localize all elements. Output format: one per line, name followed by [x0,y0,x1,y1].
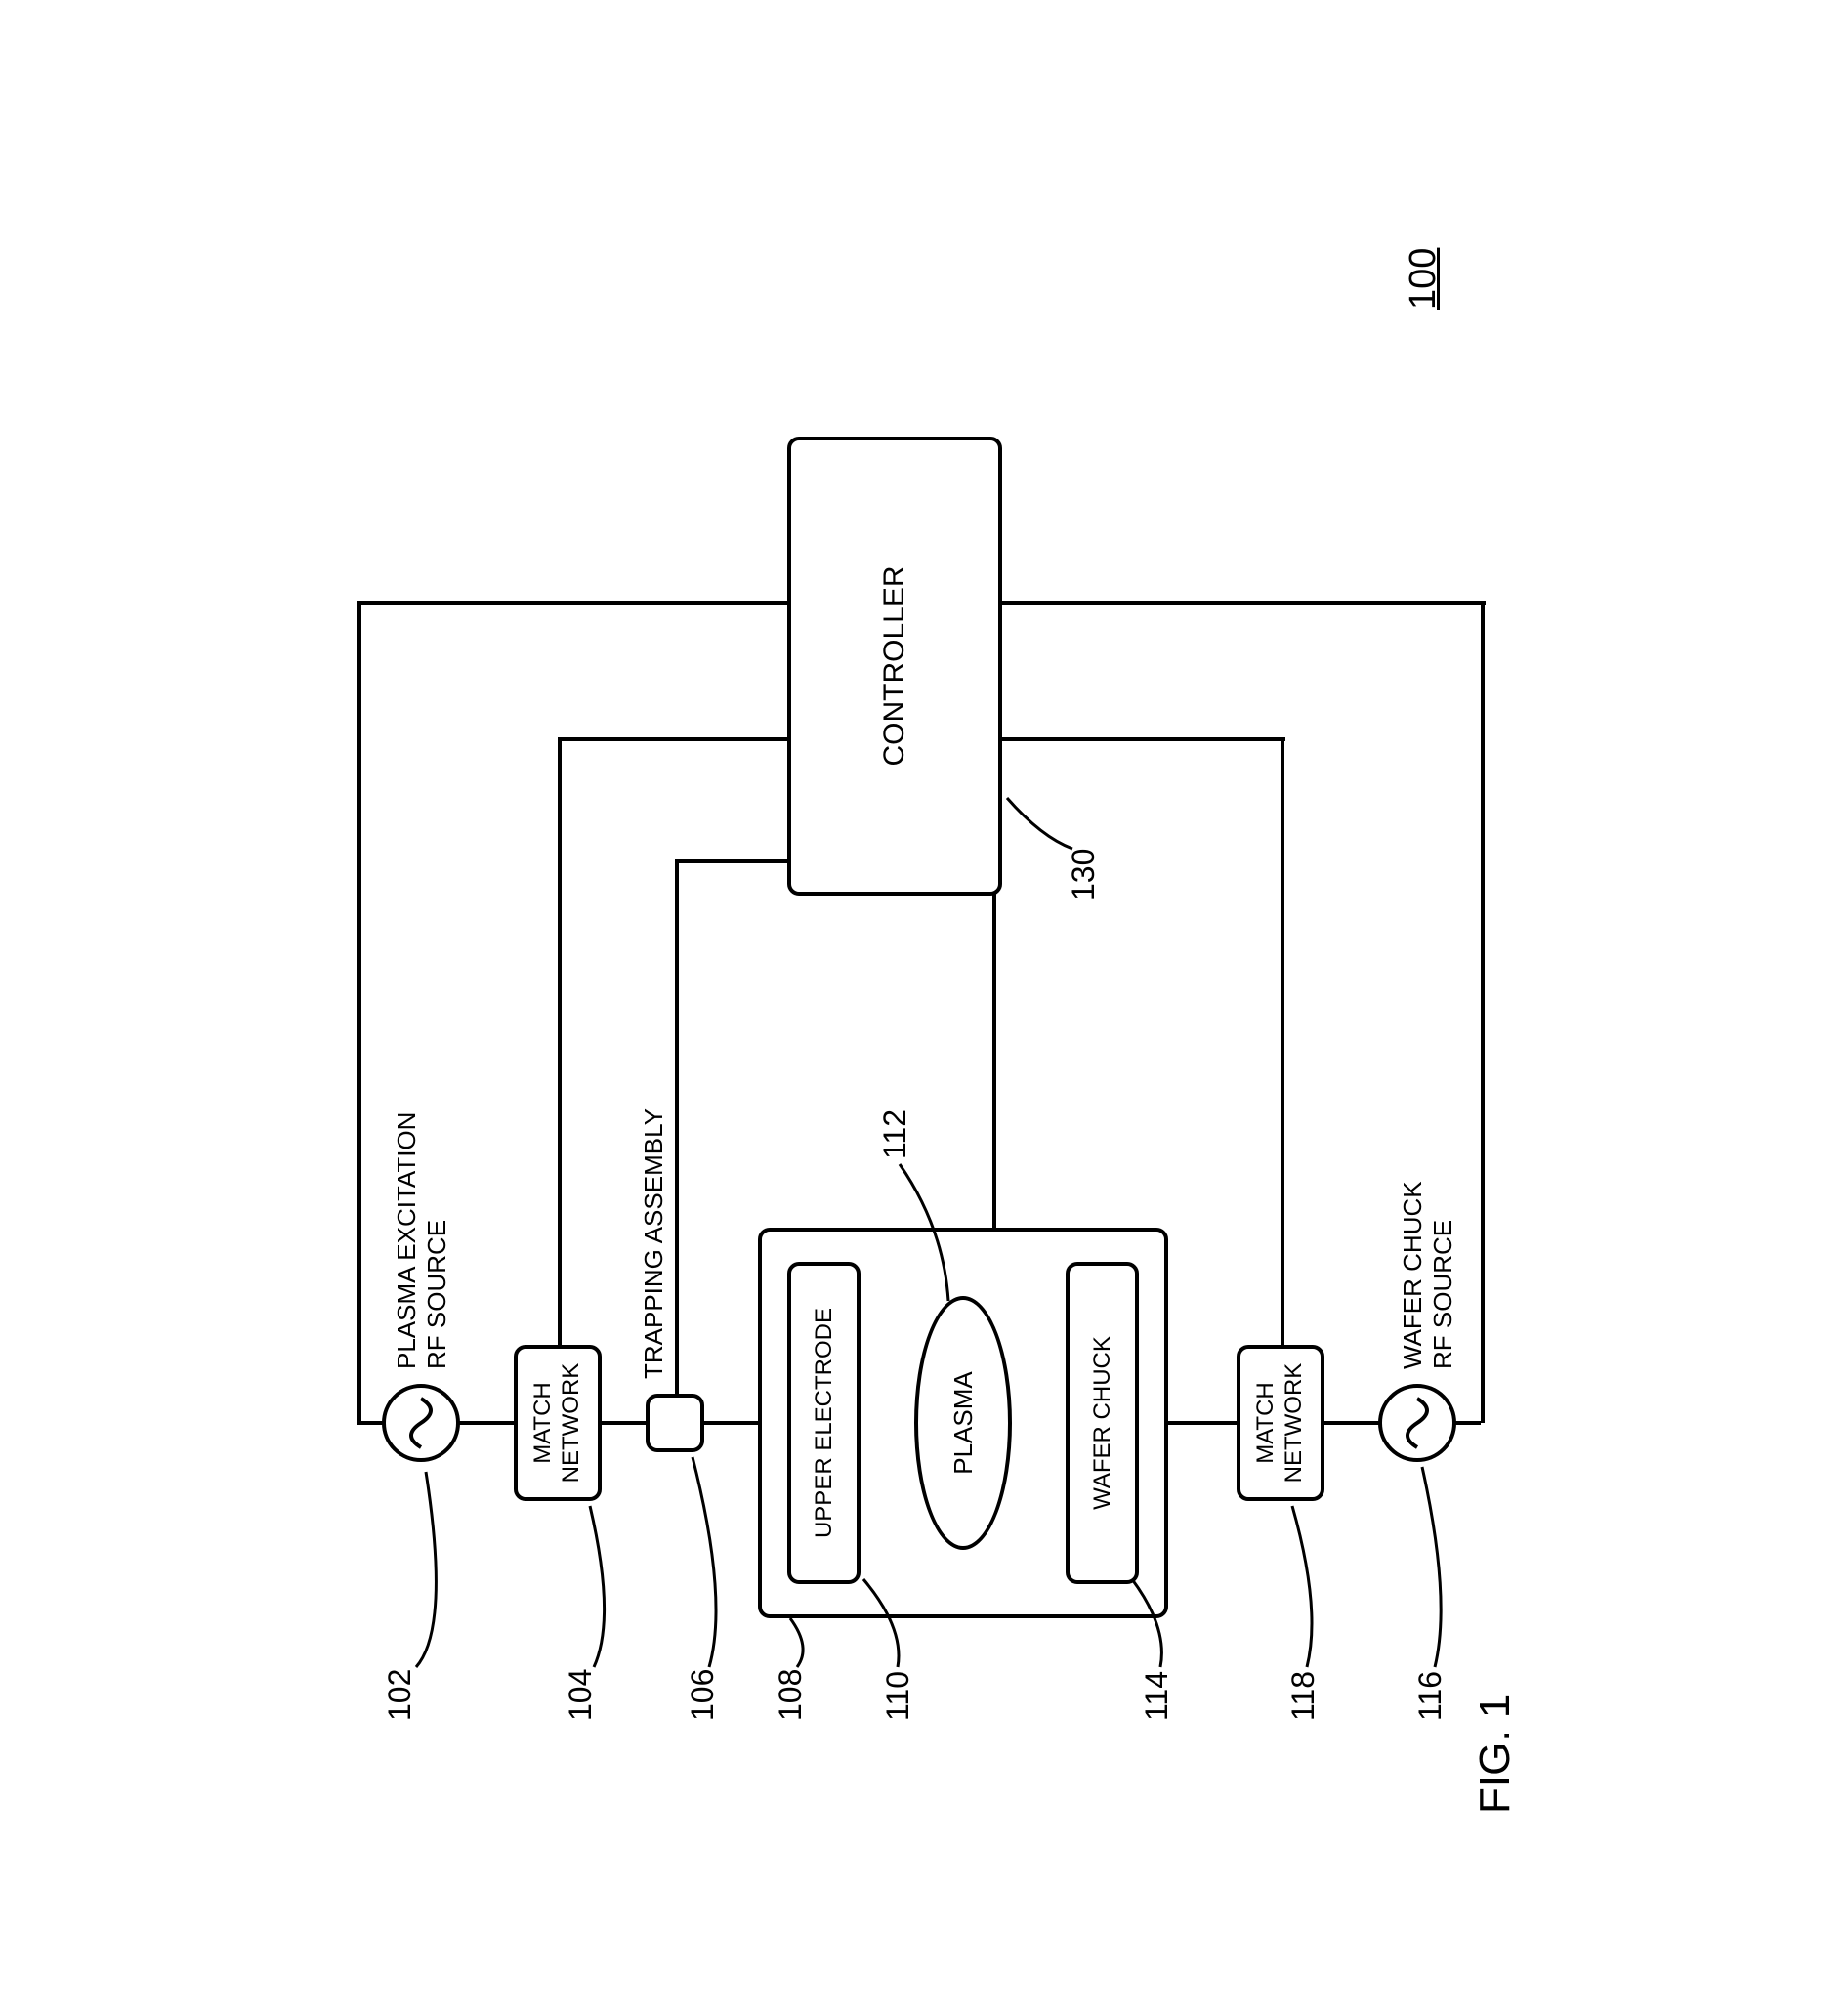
leader [861,1569,909,1677]
ref-110: 110 [880,1671,916,1721]
leader [582,1501,621,1677]
block-diagram: PLASMA EXCITATIONRF SOURCE MATCHNETWORK … [338,173,1510,1833]
controller-label: CONTROLLER [878,565,911,766]
trapping-label: TRAPPING ASSEMBLY [639,1108,669,1379]
leader [895,1154,953,1306]
wafer-chuck-label: WAFER CHUCK [1089,1336,1116,1510]
wire [675,861,679,1394]
ref-112: 112 [877,1109,913,1159]
wire [558,739,562,1345]
wire [357,603,361,1423]
ref-118: 118 [1285,1671,1322,1721]
leader [1287,1501,1326,1677]
leader [1002,778,1080,857]
match-network-bottom: MATCHNETWORK [1237,1345,1324,1501]
upper-electrode: UPPER ELECTRODE [787,1262,861,1584]
match-top-label: MATCHNETWORK [529,1363,586,1484]
leader [1129,1569,1173,1677]
leader [406,1462,455,1677]
ref-116: 116 [1412,1671,1449,1721]
chuck-source [1378,1384,1456,1462]
plasma: PLASMA [914,1296,1012,1550]
controller: CONTROLLER [787,437,1002,896]
wire [1481,603,1485,1423]
leader [1417,1462,1456,1677]
plasma-label: PLASMA [948,1371,979,1475]
figure-label: FIG. 1 [1471,1694,1520,1814]
leader [690,1452,729,1677]
plasma-source-label: PLASMA EXCITATIONRF SOURCE [392,1112,452,1369]
wire [357,601,802,605]
ref-114: 114 [1139,1671,1175,1721]
upper-electrode-label: UPPER ELECTRODE [811,1308,838,1538]
match-bottom-label: MATCHNETWORK [1252,1363,1309,1484]
match-network-top: MATCHNETWORK [514,1345,602,1501]
plasma-source [382,1384,460,1462]
chuck-source-label: WAFER CHUCKRF SOURCE [1398,1181,1458,1369]
system-ref: 100 [1403,248,1445,310]
trapping-assembly [646,1394,704,1452]
wire [992,861,996,1228]
wire [1281,739,1284,1345]
wafer-chuck: WAFER CHUCK [1066,1262,1139,1584]
leader [782,1609,821,1677]
wire [558,737,802,741]
wire [675,859,802,863]
